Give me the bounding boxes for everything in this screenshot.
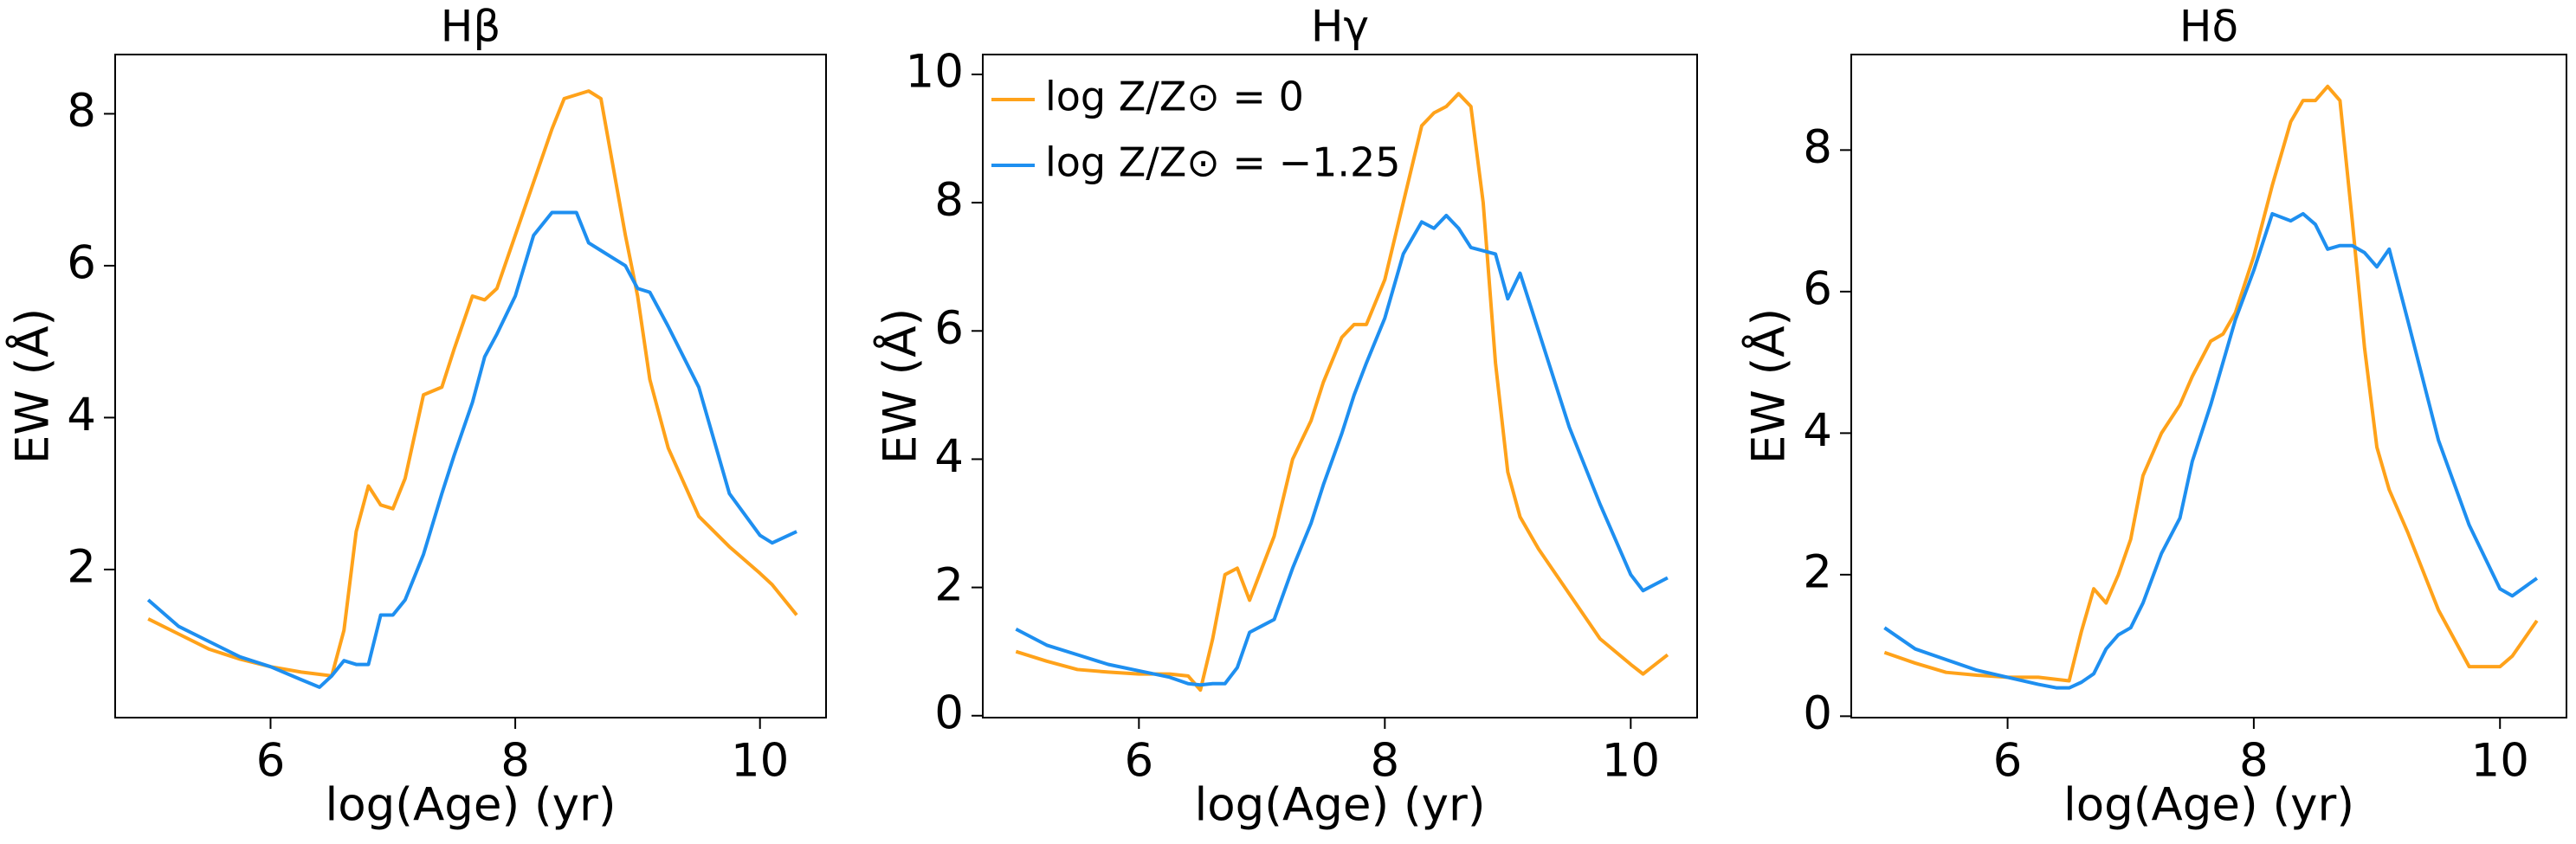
chart-title: Hδ [2179, 2, 2238, 52]
chart-title: Hγ [1311, 2, 1369, 52]
y-tick-label: 6 [934, 302, 964, 355]
y-tick-label: 2 [1803, 546, 1832, 599]
axes-frame [982, 54, 1698, 718]
x-axis-label: log(Age) (yr) [1194, 779, 1485, 832]
y-tick-label: 8 [67, 85, 96, 138]
y-axis-label: EW (Å) [1740, 308, 1796, 464]
y-axis-label: EW (Å) [872, 308, 927, 464]
y-tick-label: 4 [67, 389, 96, 441]
x-tick-label: 6 [256, 735, 286, 788]
series-line [1015, 92, 1669, 693]
x-tick-label: 6 [1124, 735, 1153, 788]
y-tick-label: 6 [1803, 263, 1832, 316]
y-tick-label: 0 [934, 686, 964, 739]
series-line [1883, 84, 2539, 683]
x-tick-label: 10 [1602, 735, 1660, 788]
x-tick-label: 8 [1370, 735, 1399, 788]
x-tick-label: 10 [731, 735, 789, 788]
axes-frame [114, 54, 827, 718]
series-line [1883, 211, 2539, 690]
series-line [1015, 213, 1669, 687]
series-line [147, 89, 798, 678]
y-tick-label: 2 [67, 541, 96, 594]
x-tick-label: 8 [2239, 735, 2269, 788]
x-axis-label: log(Age) (yr) [2063, 779, 2354, 832]
y-tick-label: 0 [1803, 687, 1832, 740]
x-tick-label: 10 [2471, 735, 2529, 788]
y-axis-label: EW (Å) [4, 308, 60, 464]
x-axis-label: log(Age) (yr) [325, 779, 616, 832]
legend-label: log Z/Z⊙ = −1.25 [1045, 139, 1401, 186]
y-tick-label: 4 [934, 430, 964, 483]
x-tick-label: 8 [500, 735, 530, 788]
y-tick-label: 8 [1803, 121, 1832, 174]
x-tick-label: 6 [1993, 735, 2023, 788]
legend-label: log Z/Z⊙ = 0 [1045, 74, 1304, 120]
chart-title: Hβ [441, 2, 501, 52]
axes-frame [1850, 54, 2567, 718]
y-tick-label: 6 [67, 237, 96, 290]
y-tick-label: 4 [1803, 404, 1832, 457]
y-tick-label: 10 [906, 46, 964, 99]
series-line [146, 210, 797, 689]
y-tick-label: 8 [934, 174, 964, 227]
y-tick-label: 2 [934, 558, 964, 611]
